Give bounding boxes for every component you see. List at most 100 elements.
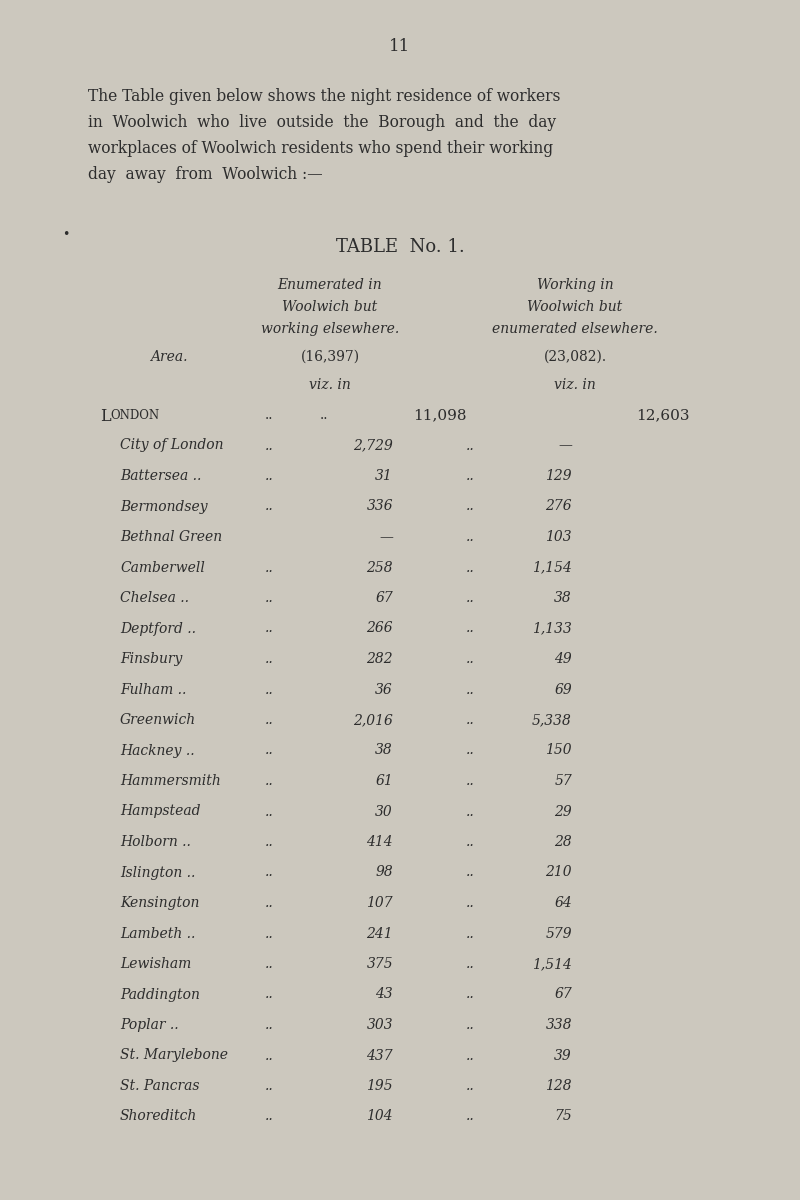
Text: ..: .. — [265, 774, 274, 788]
Text: ..: .. — [466, 744, 474, 757]
Text: 61: 61 — [375, 774, 393, 788]
Text: ..: .. — [265, 622, 274, 636]
Text: ..: .. — [265, 926, 274, 941]
Text: ..: .. — [265, 1110, 274, 1123]
Text: Shoreditch: Shoreditch — [120, 1110, 198, 1123]
Text: 437: 437 — [366, 1049, 393, 1062]
Text: ..: .. — [466, 865, 474, 880]
Text: ..: .. — [466, 988, 474, 1002]
Text: ..: .. — [466, 1018, 474, 1032]
Text: 129: 129 — [546, 469, 572, 482]
Text: 579: 579 — [546, 926, 572, 941]
Text: (23,082).: (23,082). — [543, 350, 606, 364]
Text: ONDON: ONDON — [110, 409, 159, 422]
Text: Camberwell: Camberwell — [120, 560, 205, 575]
Text: ..: .. — [265, 988, 274, 1002]
Text: Hammersmith: Hammersmith — [120, 774, 221, 788]
Text: The Table given below shows the night residence of workers: The Table given below shows the night re… — [88, 88, 560, 104]
Text: 29: 29 — [554, 804, 572, 818]
Text: 11: 11 — [390, 38, 410, 55]
Text: 150: 150 — [546, 744, 572, 757]
Text: Islington ..: Islington .. — [120, 865, 195, 880]
Text: ..: .. — [466, 835, 474, 850]
Text: 43: 43 — [375, 988, 393, 1002]
Text: 67: 67 — [375, 590, 393, 605]
Text: viz. in: viz. in — [309, 378, 351, 392]
Text: 38: 38 — [375, 744, 393, 757]
Text: ..: .. — [466, 622, 474, 636]
Text: 2,729: 2,729 — [353, 438, 393, 452]
Text: 336: 336 — [366, 499, 393, 514]
Text: ..: .. — [466, 926, 474, 941]
Text: in  Woolwich  who  live  outside  the  Borough  and  the  day: in Woolwich who live outside the Borough… — [88, 114, 556, 131]
Text: 69: 69 — [554, 683, 572, 696]
Text: ..: .. — [466, 1049, 474, 1062]
Text: 98: 98 — [375, 865, 393, 880]
Text: 282: 282 — [366, 652, 393, 666]
Text: Hackney ..: Hackney .. — [120, 744, 194, 757]
Text: ..: .. — [466, 438, 474, 452]
Text: Woolwich but: Woolwich but — [527, 300, 622, 314]
Text: 57: 57 — [554, 774, 572, 788]
Text: 195: 195 — [366, 1079, 393, 1093]
Text: St. Marylebone: St. Marylebone — [120, 1049, 228, 1062]
Text: Finsbury: Finsbury — [120, 652, 182, 666]
Text: 1,514: 1,514 — [532, 958, 572, 971]
Text: ..: .. — [265, 744, 274, 757]
Text: ..: .. — [265, 804, 274, 818]
Text: —: — — [558, 438, 572, 452]
Text: 5,338: 5,338 — [532, 713, 572, 727]
Text: ..: .. — [265, 438, 274, 452]
Text: 414: 414 — [366, 835, 393, 850]
Text: 49: 49 — [554, 652, 572, 666]
Text: TABLE  No. 1.: TABLE No. 1. — [336, 238, 464, 256]
Text: ..: .. — [466, 958, 474, 971]
Text: ..: .. — [466, 774, 474, 788]
Text: ..: .. — [265, 408, 274, 422]
Text: working elsewhere.: working elsewhere. — [261, 322, 399, 336]
Text: Woolwich but: Woolwich but — [282, 300, 378, 314]
Text: ..: .. — [265, 1079, 274, 1093]
Text: St. Pancras: St. Pancras — [120, 1079, 199, 1093]
Text: 75: 75 — [554, 1110, 572, 1123]
Text: (16,397): (16,397) — [301, 350, 359, 364]
Text: 28: 28 — [554, 835, 572, 850]
Text: Fulham ..: Fulham .. — [120, 683, 186, 696]
Text: 67: 67 — [554, 988, 572, 1002]
Text: Chelsea ..: Chelsea .. — [120, 590, 189, 605]
Text: Deptford ..: Deptford .. — [120, 622, 196, 636]
Text: 103: 103 — [546, 530, 572, 544]
Text: 241: 241 — [366, 926, 393, 941]
Text: 375: 375 — [366, 958, 393, 971]
Text: 128: 128 — [546, 1079, 572, 1093]
Text: Enumerated in: Enumerated in — [278, 278, 382, 292]
Text: Paddington: Paddington — [120, 988, 200, 1002]
Text: workplaces of Woolwich residents who spend their working: workplaces of Woolwich residents who spe… — [88, 140, 553, 157]
Text: 30: 30 — [375, 804, 393, 818]
Text: Holborn ..: Holborn .. — [120, 835, 191, 850]
Text: Bermondsey: Bermondsey — [120, 499, 208, 514]
Text: 12,603: 12,603 — [637, 408, 690, 422]
Text: Area.: Area. — [150, 350, 187, 364]
Text: Lambeth ..: Lambeth .. — [120, 926, 195, 941]
Text: 64: 64 — [554, 896, 572, 910]
Text: ..: .. — [466, 560, 474, 575]
Text: 2,016: 2,016 — [353, 713, 393, 727]
Text: 107: 107 — [366, 896, 393, 910]
Text: ..: .. — [466, 499, 474, 514]
Text: day  away  from  Woolwich :—: day away from Woolwich :— — [88, 166, 322, 182]
Text: Bethnal Green: Bethnal Green — [120, 530, 222, 544]
Text: 303: 303 — [366, 1018, 393, 1032]
Text: ..: .. — [265, 713, 274, 727]
Text: 276: 276 — [546, 499, 572, 514]
Text: 31: 31 — [375, 469, 393, 482]
Text: ..: .. — [466, 530, 474, 544]
Text: 266: 266 — [366, 622, 393, 636]
Text: •: • — [62, 228, 70, 241]
Text: 11,098: 11,098 — [414, 408, 466, 422]
Text: ..: .. — [265, 865, 274, 880]
Text: —: — — [379, 530, 393, 544]
Text: enumerated elsewhere.: enumerated elsewhere. — [492, 322, 658, 336]
Text: ..: .. — [466, 896, 474, 910]
Text: ..: .. — [265, 590, 274, 605]
